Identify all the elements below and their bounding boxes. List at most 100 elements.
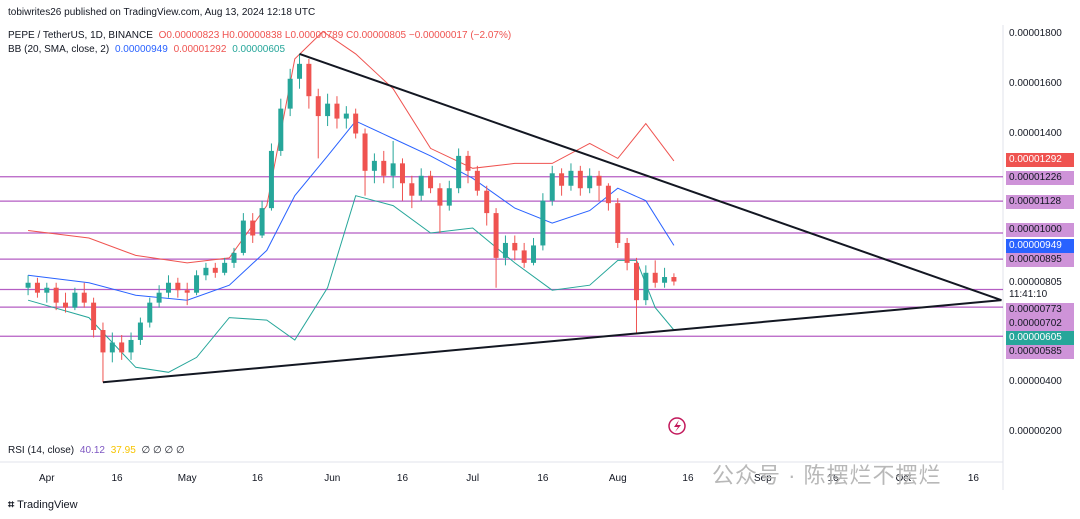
candle-body [325, 103, 331, 117]
rsi-label[interactable]: RSI (14, close) [8, 445, 75, 456]
footer[interactable]: ⌗ TradingView [8, 499, 78, 512]
watermark-text: 公众号 · 陈摆烂不摆烂 [712, 463, 942, 488]
candle-body [297, 63, 303, 79]
candle-body [212, 267, 218, 273]
time-tick-label: 16 [827, 473, 839, 484]
candle-body [100, 330, 106, 353]
time-tick-label: Aug [609, 473, 627, 484]
ohlc-values: O0.00000823 H0.00000838 L0.00000789 C0.0… [158, 30, 512, 41]
price-label: 0.00001000 [1006, 223, 1074, 237]
time-tick-label: 16 [537, 473, 549, 484]
time-tick-label: Jun [324, 473, 340, 484]
symbol-line: PEPE / TetherUS, 1D, BINANCE O0.00000823… [8, 30, 514, 41]
candle-body [624, 242, 630, 263]
bb-label[interactable]: BB (20, SMA, close, 2) [8, 44, 110, 55]
candle-body [156, 292, 162, 303]
candle-body [371, 160, 377, 171]
candle-body [194, 275, 200, 293]
price-label: 0.00000895 [1006, 253, 1074, 267]
candle-body [44, 287, 50, 293]
price-label: 0.00000702 [1006, 317, 1074, 331]
publisher-line: tobiwrites26 published on TradingView.co… [8, 7, 318, 18]
price-label: 0.00000949 [1006, 239, 1074, 253]
bb-upper-line [28, 30, 675, 264]
rsi-legend: RSI (14, close) 40.12 37.95 ∅ ∅ ∅ ∅ [8, 445, 188, 456]
candle-body [165, 282, 171, 293]
candle-body [662, 277, 668, 283]
flash-icon[interactable] [668, 417, 686, 435]
bb-basis-value: 0.00000949 [114, 44, 168, 55]
price-label: 0.00000585 [1006, 345, 1074, 359]
candle-body [559, 173, 565, 186]
time-tick-label: 16 [111, 473, 123, 484]
candle-body [531, 245, 537, 263]
candle-body [240, 220, 246, 253]
candle-body [315, 96, 321, 117]
price-label: 0.00000773 [1006, 303, 1074, 317]
time-tick-label: 16 [682, 473, 694, 484]
time-tick-label: Apr [39, 473, 55, 484]
candle-body [259, 208, 265, 236]
candle-body [465, 155, 471, 171]
bollinger-bands [27, 30, 675, 373]
candle-body [549, 173, 555, 201]
candle-body [381, 160, 387, 176]
time-tick-label: May [178, 473, 197, 484]
candle-body [343, 113, 349, 119]
rsi-empty-values: ∅ ∅ ∅ ∅ [141, 445, 185, 456]
candle-body [671, 277, 677, 282]
candle-body [268, 150, 274, 209]
candle-body [184, 290, 190, 293]
candle-body [409, 183, 415, 196]
price-label: 0.00000605 [1006, 331, 1074, 345]
bb-lower-value: 0.00000605 [232, 44, 286, 55]
candles [25, 53, 677, 383]
time-tick-label: 16 [397, 473, 409, 484]
candle-body [109, 342, 115, 353]
candle-body [390, 163, 396, 176]
candle-body [53, 287, 59, 303]
time-tick-label: Sep [754, 473, 772, 484]
candle-body [250, 220, 256, 236]
bb-basis-line [28, 120, 675, 301]
candle-body [147, 302, 153, 323]
support-trendline [102, 299, 1002, 384]
price-label: 0.00001600 [1009, 77, 1062, 89]
candle-body [399, 163, 405, 184]
price-label: 0.00001226 [1006, 171, 1074, 185]
candle-body [633, 262, 639, 301]
price-label: 0.00000400 [1009, 376, 1062, 388]
candle-body [521, 250, 527, 263]
price-label: 0.00000805 [1009, 277, 1062, 288]
price-label: 0.00001128 [1006, 195, 1074, 209]
candle-body [278, 108, 284, 151]
candle-body [25, 282, 31, 288]
candle-body [437, 188, 443, 206]
candle-body [484, 190, 490, 214]
price-label: 0.00001400 [1009, 127, 1062, 139]
candle-body [493, 213, 499, 258]
candle-body [231, 252, 237, 263]
tradingview-logo-icon: ⌗ [8, 499, 15, 511]
candle-body [512, 242, 518, 251]
time-tick-label: 16 [968, 473, 980, 484]
watermark: 公众号 · 陈摆烂不摆烂 [712, 458, 942, 490]
candle-body [137, 322, 143, 340]
candle-body [428, 175, 434, 189]
triangle-pattern [102, 52, 1002, 384]
footer-brand: TradingView [17, 499, 78, 511]
candle-body [353, 113, 359, 134]
candle-body [418, 175, 424, 196]
candle-body [91, 302, 97, 331]
time-tick-label: Oct [895, 473, 911, 484]
candle-body [596, 175, 602, 186]
symbol-title[interactable]: PEPE / TetherUS, 1D, BINANCE [8, 30, 153, 41]
candle-body [175, 282, 181, 291]
price-label: 11:41:10 [1009, 289, 1048, 300]
candle-body [334, 103, 340, 119]
candle-body [456, 155, 462, 189]
candle-body [72, 292, 78, 308]
candle-body [540, 200, 546, 246]
candle-body [222, 262, 228, 273]
